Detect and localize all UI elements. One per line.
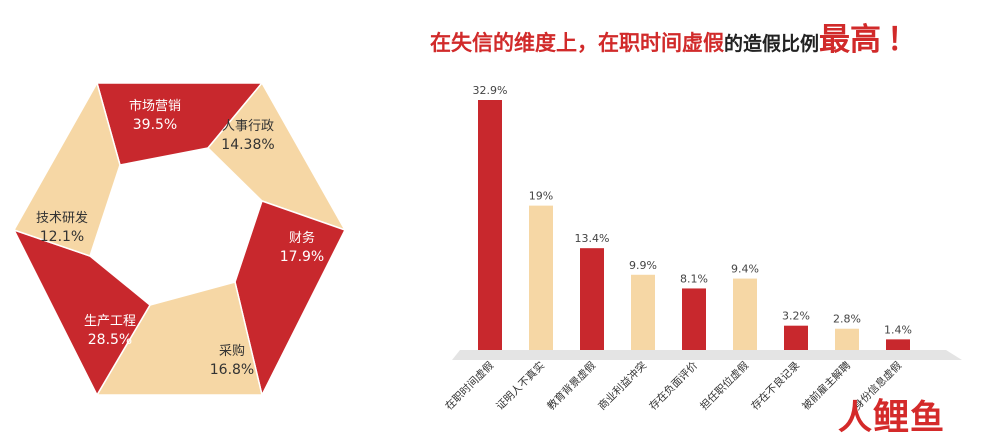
bar-value-label-4: 8.1% (680, 272, 708, 285)
bar-category-label-4: 存在负面评价 (646, 359, 700, 413)
ring-slice-value-1: 14.38% (221, 137, 274, 153)
ring-slice-label-1: 人事行政 (222, 119, 274, 134)
ring-slice-value-2: 17.9% (280, 249, 324, 265)
bar-category-label-0: 在职时间虚假 (442, 359, 496, 413)
bar-value-label-6: 3.2% (782, 310, 810, 323)
bar-0 (478, 100, 502, 350)
brand-char-2: 鲤 (873, 397, 911, 438)
ring-slice-label-2: 财务 (289, 230, 315, 246)
ring-slice-label-0: 市场营销 (129, 98, 181, 114)
bar-category-label-3: 商业利益冲突 (595, 359, 649, 413)
bar-category-label-1: 证明人不真实 (493, 359, 547, 413)
brand-char-3: 鱼 (910, 398, 946, 438)
bar-1 (529, 205, 553, 350)
bar-value-label-2: 13.4% (575, 232, 610, 245)
bar-8 (886, 339, 910, 350)
brand-char-1: 人 (838, 398, 873, 438)
bar-floor (452, 350, 962, 360)
bar-value-label-3: 9.9% (629, 259, 657, 272)
ring-slice-label-5: 技术研发 (36, 210, 88, 226)
chart-canvas: 市场营销 39.5% 人事行政 14.38% 财务 17.9% 采购 16.8% 生产工程 28.… (12, 81, 962, 413)
bar-2 (580, 248, 604, 350)
bar-value-label-1: 19% (529, 190, 553, 203)
bar-value-label-8: 1.4% (884, 323, 912, 336)
ring-slice-value-0: 39.5% (133, 117, 177, 133)
bar-category-label-2: 教育背景虚假 (544, 359, 598, 413)
bar-category-label-6: 存在不良记录 (748, 359, 802, 413)
bar-chart: 32.9% 在职时间虚假 19% 证明人不真实 13.4% 教育背景虚假 9.9% 商业利益冲… (442, 84, 962, 413)
bar-3 (631, 274, 655, 350)
ring-slice-value-5: 12.1% (40, 229, 84, 245)
headline-part-2: 的造假比例 (724, 33, 820, 55)
bar-value-label-0: 32.9% (473, 84, 508, 97)
bar-category-label-5: 担任职位虚假 (697, 359, 751, 413)
ring-slice-value-4: 28.5% (88, 332, 132, 348)
bar-value-label-5: 9.4% (731, 263, 759, 276)
ring-center (90, 148, 262, 305)
ring-chart: 市场营销 39.5% 人事行政 14.38% 财务 17.9% 采购 16.8% 生产工程 28.… (12, 81, 347, 398)
bar-4 (682, 288, 706, 350)
brand-logo: 人鲤鱼 (838, 388, 945, 440)
bar-5 (733, 278, 757, 350)
ring-slice-value-3: 16.8% (210, 362, 254, 378)
headline-part-3: 最高 (819, 22, 882, 58)
headline-part-4: ！ (887, 22, 919, 58)
bar-7 (835, 328, 859, 350)
bar-value-label-7: 2.8% (833, 313, 861, 326)
ring-slice-label-3: 采购 (219, 343, 245, 359)
ring-slice-label-4: 生产工程 (84, 314, 136, 329)
headline-part-1: 在失信的维度上，在职时间虚假 (430, 31, 724, 55)
headline: 在失信的维度上，在职时间虚假的造假比例最高！ (430, 14, 970, 59)
bar-6 (784, 325, 808, 350)
